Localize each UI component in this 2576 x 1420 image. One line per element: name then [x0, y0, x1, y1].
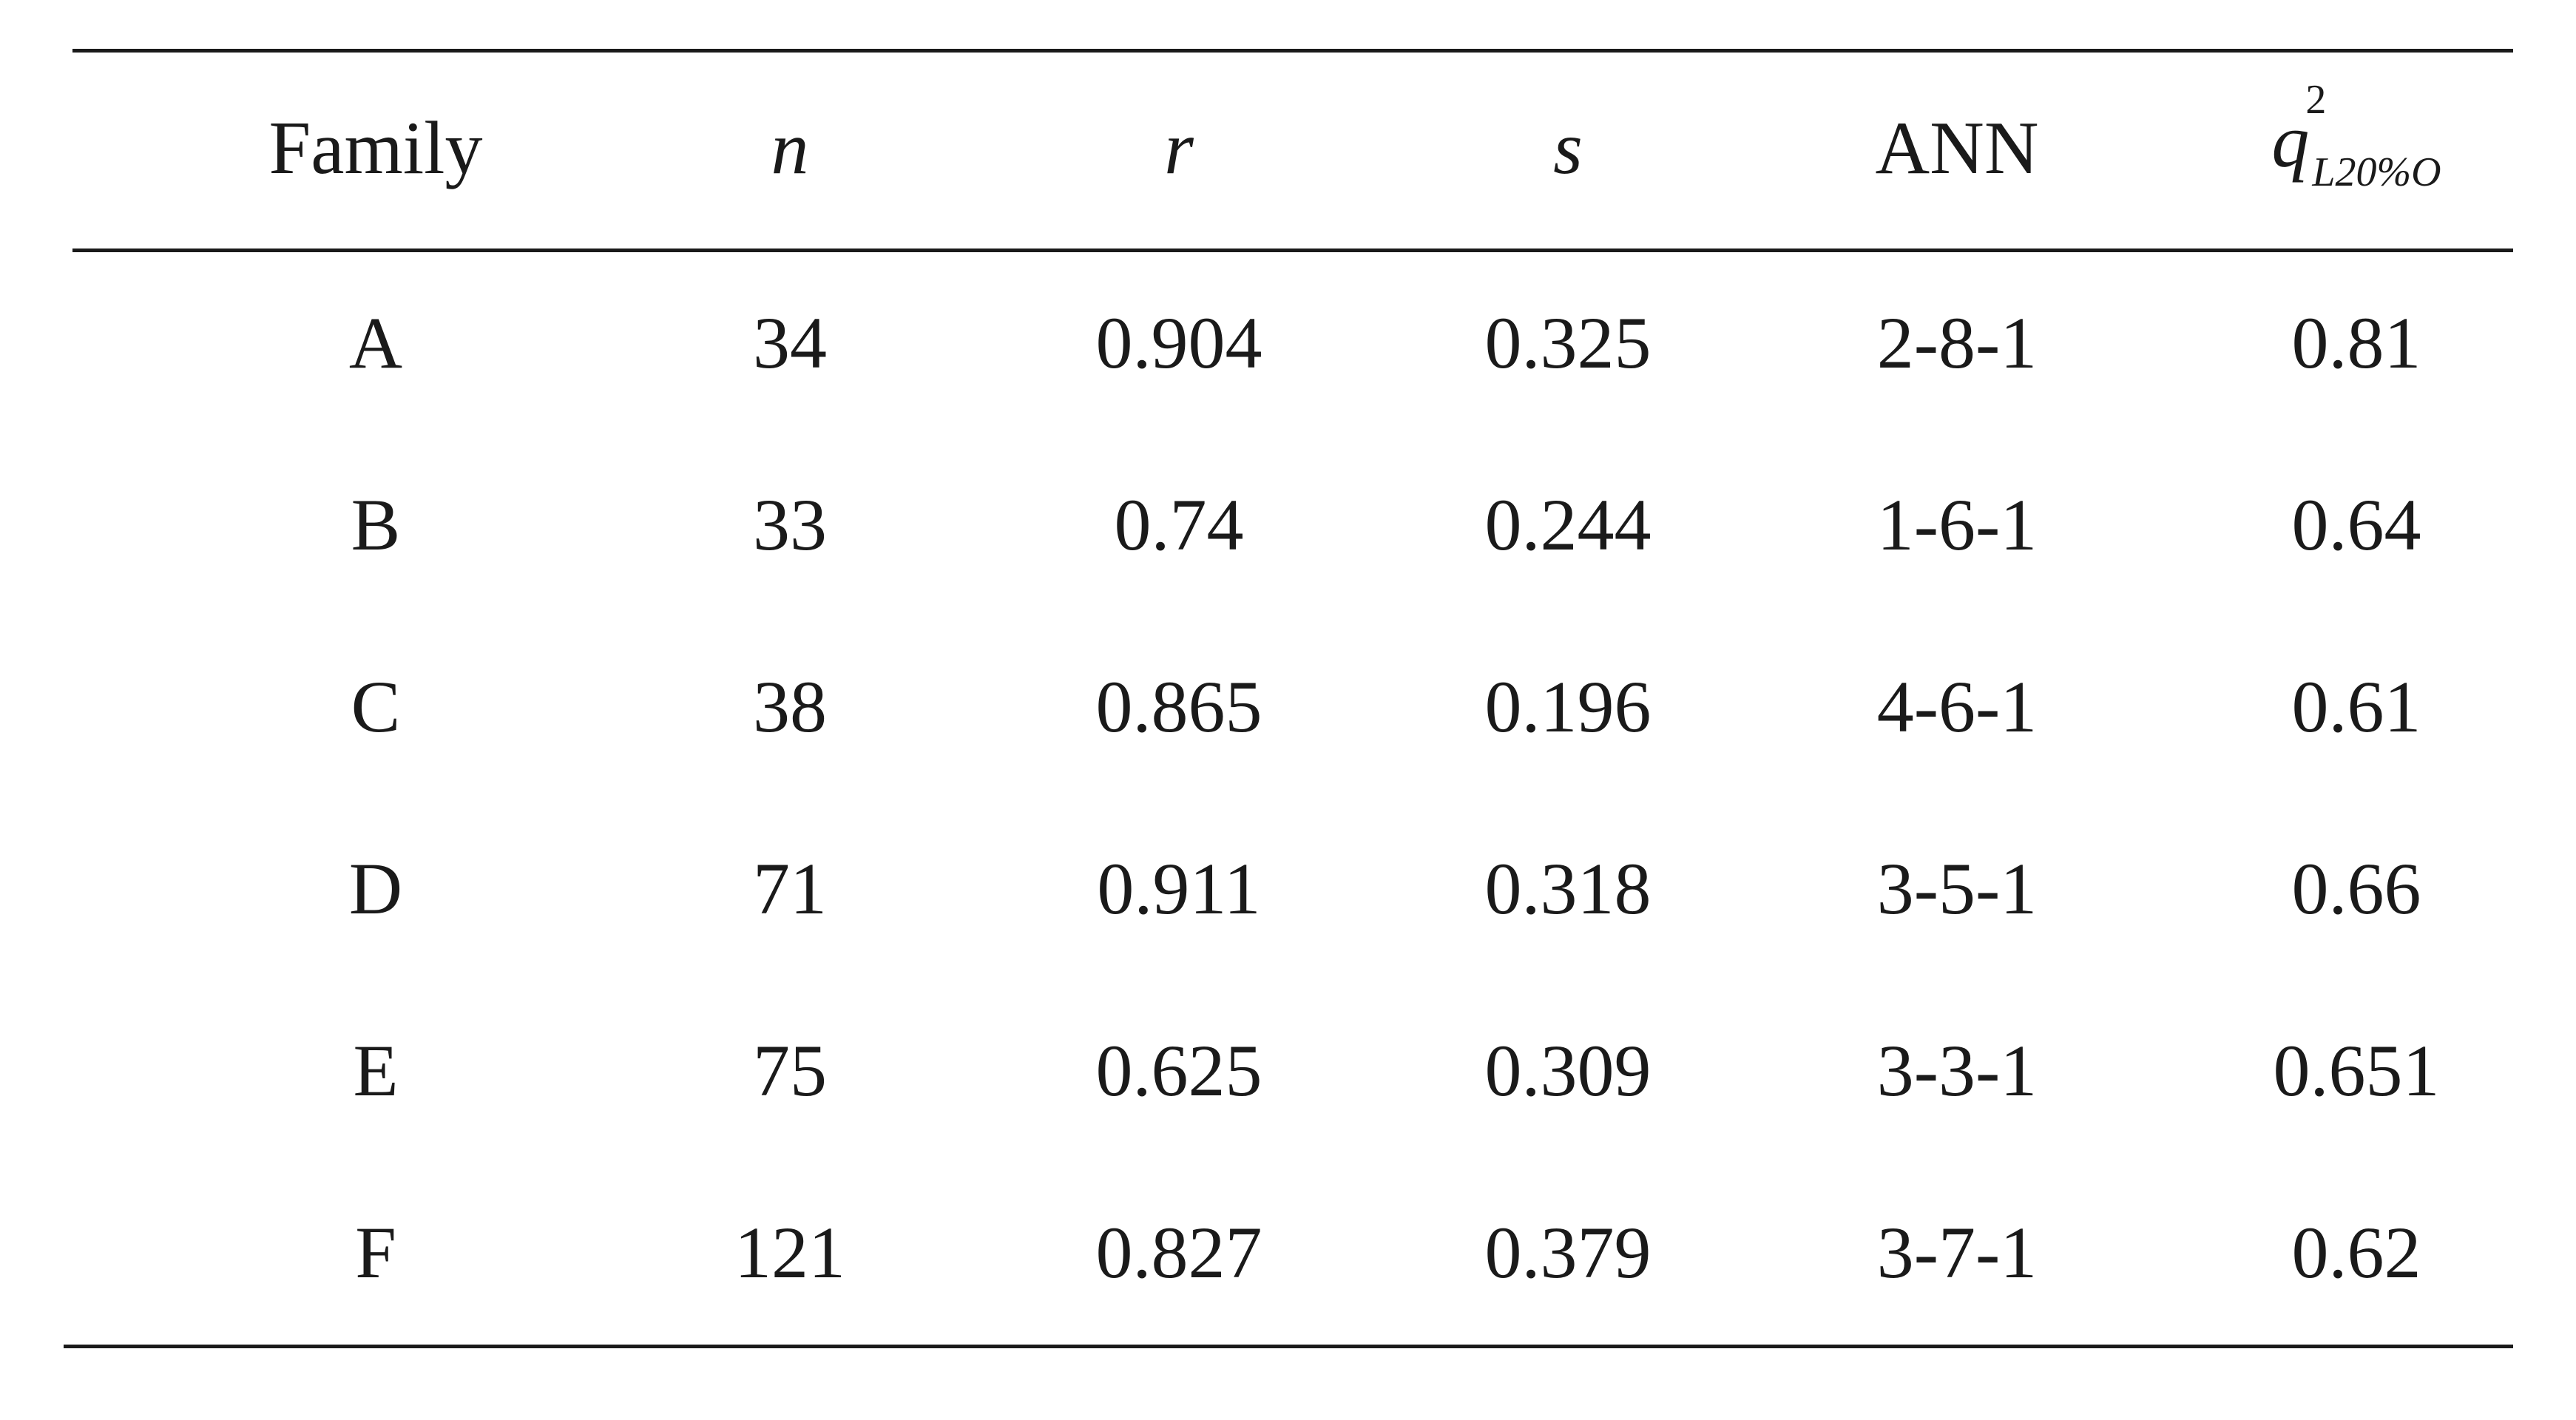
cell-family: D	[348, 848, 403, 930]
cell-s: 0.379	[1484, 1211, 1652, 1294]
cell-s: 0.325	[1484, 302, 1652, 384]
cell-r: 0.911	[1097, 848, 1261, 930]
table-row: B 33 0.74 0.244 1-6-1 0.64	[72, 434, 2513, 616]
cell-s: 0.196	[1484, 666, 1652, 748]
cell-s: 0.244	[1484, 484, 1652, 566]
cell-s: 0.318	[1484, 848, 1652, 930]
cell-r: 0.625	[1095, 1030, 1262, 1112]
cell-n: 71	[753, 848, 827, 930]
table-row: D 71 0.911 0.318 3-5-1 0.66	[72, 798, 2513, 980]
cell-ann: 2-8-1	[1876, 302, 2038, 384]
cell-r: 0.827	[1095, 1211, 1262, 1294]
header-q2: q 2 L20%O	[2208, 49, 2504, 248]
cell-family: E	[353, 1030, 399, 1112]
cell-family: C	[351, 666, 401, 748]
header-rule	[72, 248, 2513, 252]
cell-ann: 4-6-1	[1876, 666, 2038, 748]
table-row: A 34 0.904 0.325 2-8-1 0.81	[72, 252, 2513, 434]
cell-r: 0.865	[1095, 666, 1262, 748]
table-row: F 121 0.827 0.379 3-7-1 0.62	[72, 1162, 2513, 1344]
q-base: q	[2271, 100, 2310, 183]
cell-n: 75	[753, 1030, 827, 1112]
cell-s: 0.309	[1484, 1030, 1652, 1112]
cell-n: 121	[734, 1211, 845, 1294]
cell-family: F	[355, 1211, 396, 1294]
cell-ann: 3-7-1	[1876, 1211, 2038, 1294]
header-family: Family	[268, 106, 483, 190]
header-n: n	[771, 106, 809, 190]
cell-n: 33	[753, 484, 827, 566]
cell-n: 34	[753, 302, 827, 384]
header-ann: ANN	[1875, 106, 2039, 190]
cell-r: 0.904	[1095, 302, 1262, 384]
cell-q: 0.62	[2291, 1211, 2421, 1294]
cell-q: 0.64	[2291, 484, 2421, 566]
cell-q: 0.651	[2273, 1030, 2440, 1112]
top-rule	[72, 49, 2513, 53]
cell-r: 0.74	[1114, 484, 1244, 566]
q-superscript: 2	[2305, 77, 2327, 123]
cell-ann: 3-5-1	[1876, 848, 2038, 930]
cell-n: 38	[753, 666, 827, 748]
cell-ann: 3-3-1	[1876, 1030, 2038, 1112]
header-s: s	[1553, 106, 1583, 190]
cell-family: A	[348, 302, 403, 384]
cell-ann: 1-6-1	[1876, 484, 2038, 566]
cell-q: 0.66	[2291, 848, 2421, 930]
cell-q: 0.81	[2291, 302, 2421, 384]
cell-family: B	[351, 484, 401, 566]
q-subscript: L20%O	[2312, 149, 2441, 195]
bottom-rule	[64, 1345, 2513, 1348]
header-r: r	[1164, 106, 1194, 190]
table-header-row: Family n r s ANN q 2 L20%O	[72, 49, 2513, 248]
q-squared-symbol: q 2 L20%O	[2271, 79, 2441, 195]
table-row: C 38 0.865 0.196 4-6-1 0.61	[72, 616, 2513, 798]
cell-q: 0.61	[2291, 666, 2421, 748]
table-row: E 75 0.625 0.309 3-3-1 0.651	[72, 980, 2513, 1162]
